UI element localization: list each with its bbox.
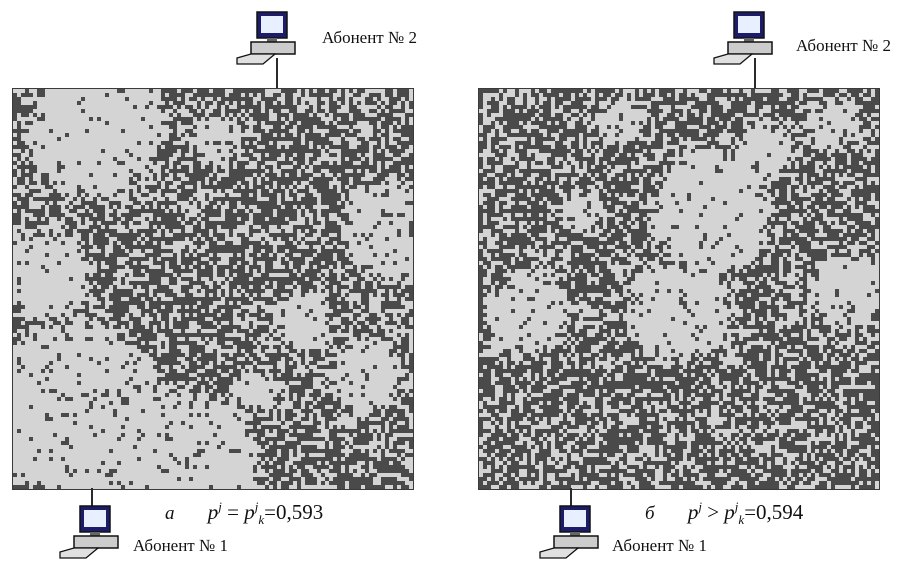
formula-value: 0,594 — [756, 500, 804, 524]
computer-icon — [712, 10, 782, 73]
formula-symbol: p — [244, 500, 255, 524]
formula-superscript: j — [734, 499, 739, 514]
caption-letter: б — [645, 503, 655, 524]
percolation-lattice-a — [12, 88, 414, 490]
subscriber-1-label-b: Абонент № 1 — [612, 536, 707, 555]
computer-icon — [235, 10, 305, 73]
subscriber-1-label-a: Абонент № 1 — [133, 536, 228, 555]
connection-line-top-b — [754, 58, 756, 88]
formula-value: 0,593 — [275, 500, 324, 524]
formula-superscript: j — [254, 499, 259, 514]
caption-a: а pj = pjk=0,593 — [165, 499, 323, 528]
percolation-lattice-b — [478, 88, 880, 490]
formula-equals: = — [264, 500, 276, 524]
connection-line-bottom-a — [91, 488, 93, 512]
formula-superscript: j — [698, 499, 702, 514]
caption-letter: а — [165, 503, 175, 524]
formula-superscript: j — [218, 499, 222, 514]
subscriber-2-label-a: Абонент № 2 — [322, 28, 417, 47]
computer-icon — [58, 504, 128, 567]
caption-b: б pj > pjk=0,594 — [645, 499, 803, 528]
formula-relation: > — [707, 500, 720, 524]
formula-symbol: p — [207, 500, 219, 524]
computer-icon — [538, 504, 608, 567]
formula-subscript: k — [738, 512, 745, 528]
formula-subscript: k — [258, 512, 265, 528]
formula-symbol: p — [724, 500, 735, 524]
formula-symbol: p — [687, 500, 699, 524]
connection-line-top-a — [276, 58, 278, 88]
formula-equals: = — [744, 500, 757, 524]
formula-relation: = — [227, 500, 239, 524]
connection-line-bottom-b — [570, 488, 572, 512]
subscriber-2-label-b: Абонент № 2 — [796, 36, 891, 55]
